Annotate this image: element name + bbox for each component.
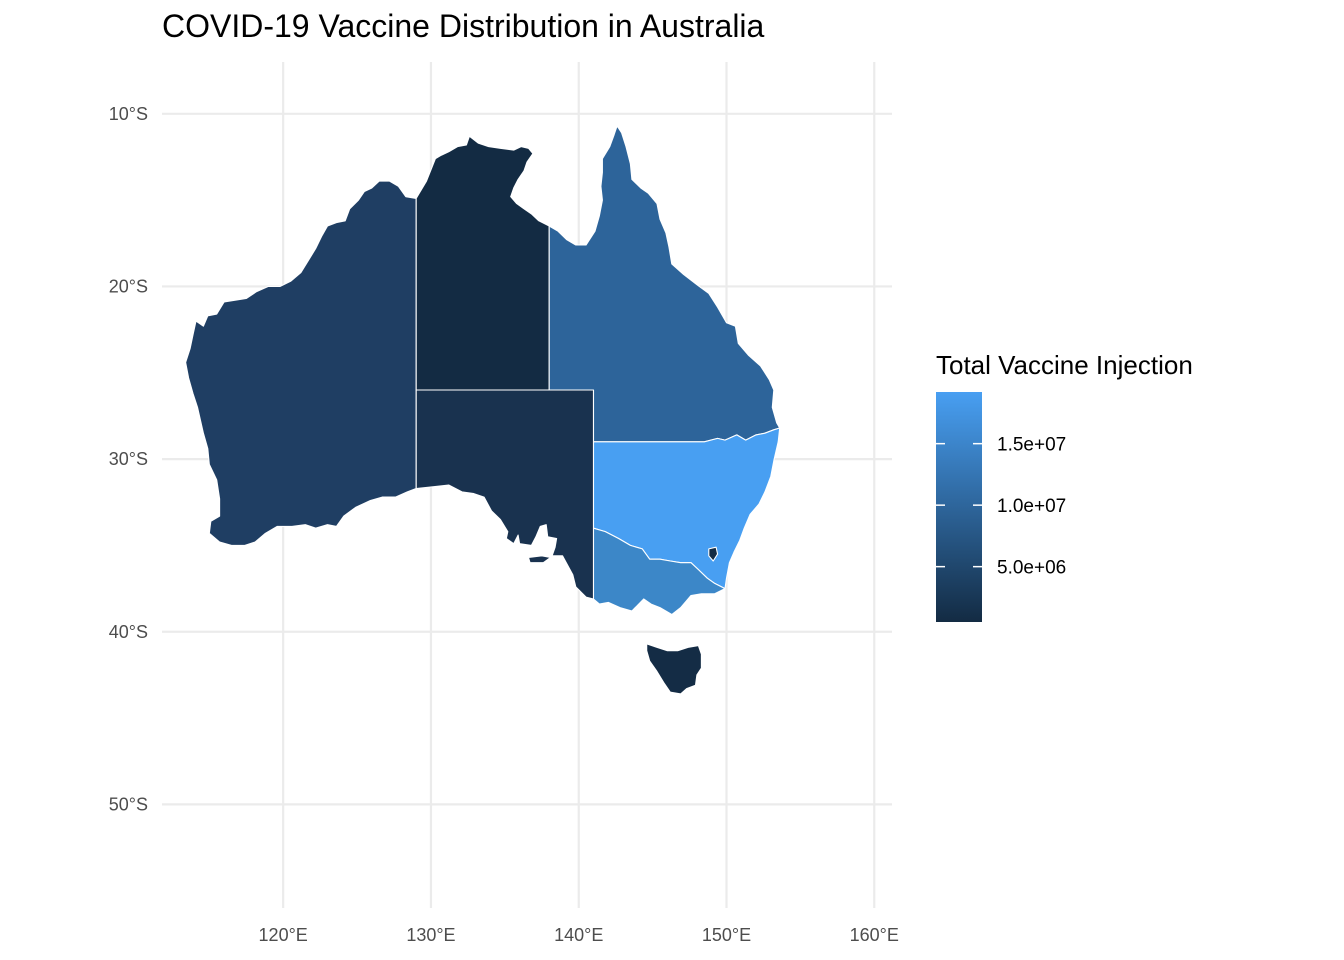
y-tick-label: 20°S [109, 276, 148, 296]
x-tick-label: 120°E [259, 925, 308, 945]
legend: Total Vaccine Injection 5.0e+06 1.0e+07 1.… [936, 350, 1193, 622]
x-tick-label: 130°E [406, 925, 455, 945]
x-tick-label: 140°E [554, 925, 603, 945]
map-title: COVID-19 Vaccine Distribution in Austral… [162, 8, 765, 44]
legend-title: Total Vaccine Injection [936, 350, 1193, 380]
y-tick-label: 10°S [109, 104, 148, 124]
region-ki [527, 555, 552, 564]
region-layer [185, 125, 781, 695]
region-vic [592, 527, 726, 616]
y-tick-label: 30°S [109, 449, 148, 469]
region-act [708, 546, 719, 562]
legend-tick-label: 5.0e+06 [997, 558, 1066, 579]
region-wa [185, 180, 417, 546]
y-tick-label: 50°S [109, 794, 148, 814]
region-sa [415, 389, 595, 600]
region-tas [646, 643, 702, 695]
x-tick-label: 160°E [850, 925, 899, 945]
legend-colorbar [936, 392, 982, 622]
axis-labels: 120°E 130°E 140°E 150°E 160°E 10°S 20°S 30°S 40°… [109, 104, 899, 945]
legend-tick-label: 1.5e+07 [997, 435, 1066, 456]
legend-tick-label: 1.0e+07 [997, 496, 1066, 517]
y-tick-label: 40°S [109, 622, 148, 642]
x-tick-label: 150°E [702, 925, 751, 945]
region-nt [415, 135, 550, 391]
